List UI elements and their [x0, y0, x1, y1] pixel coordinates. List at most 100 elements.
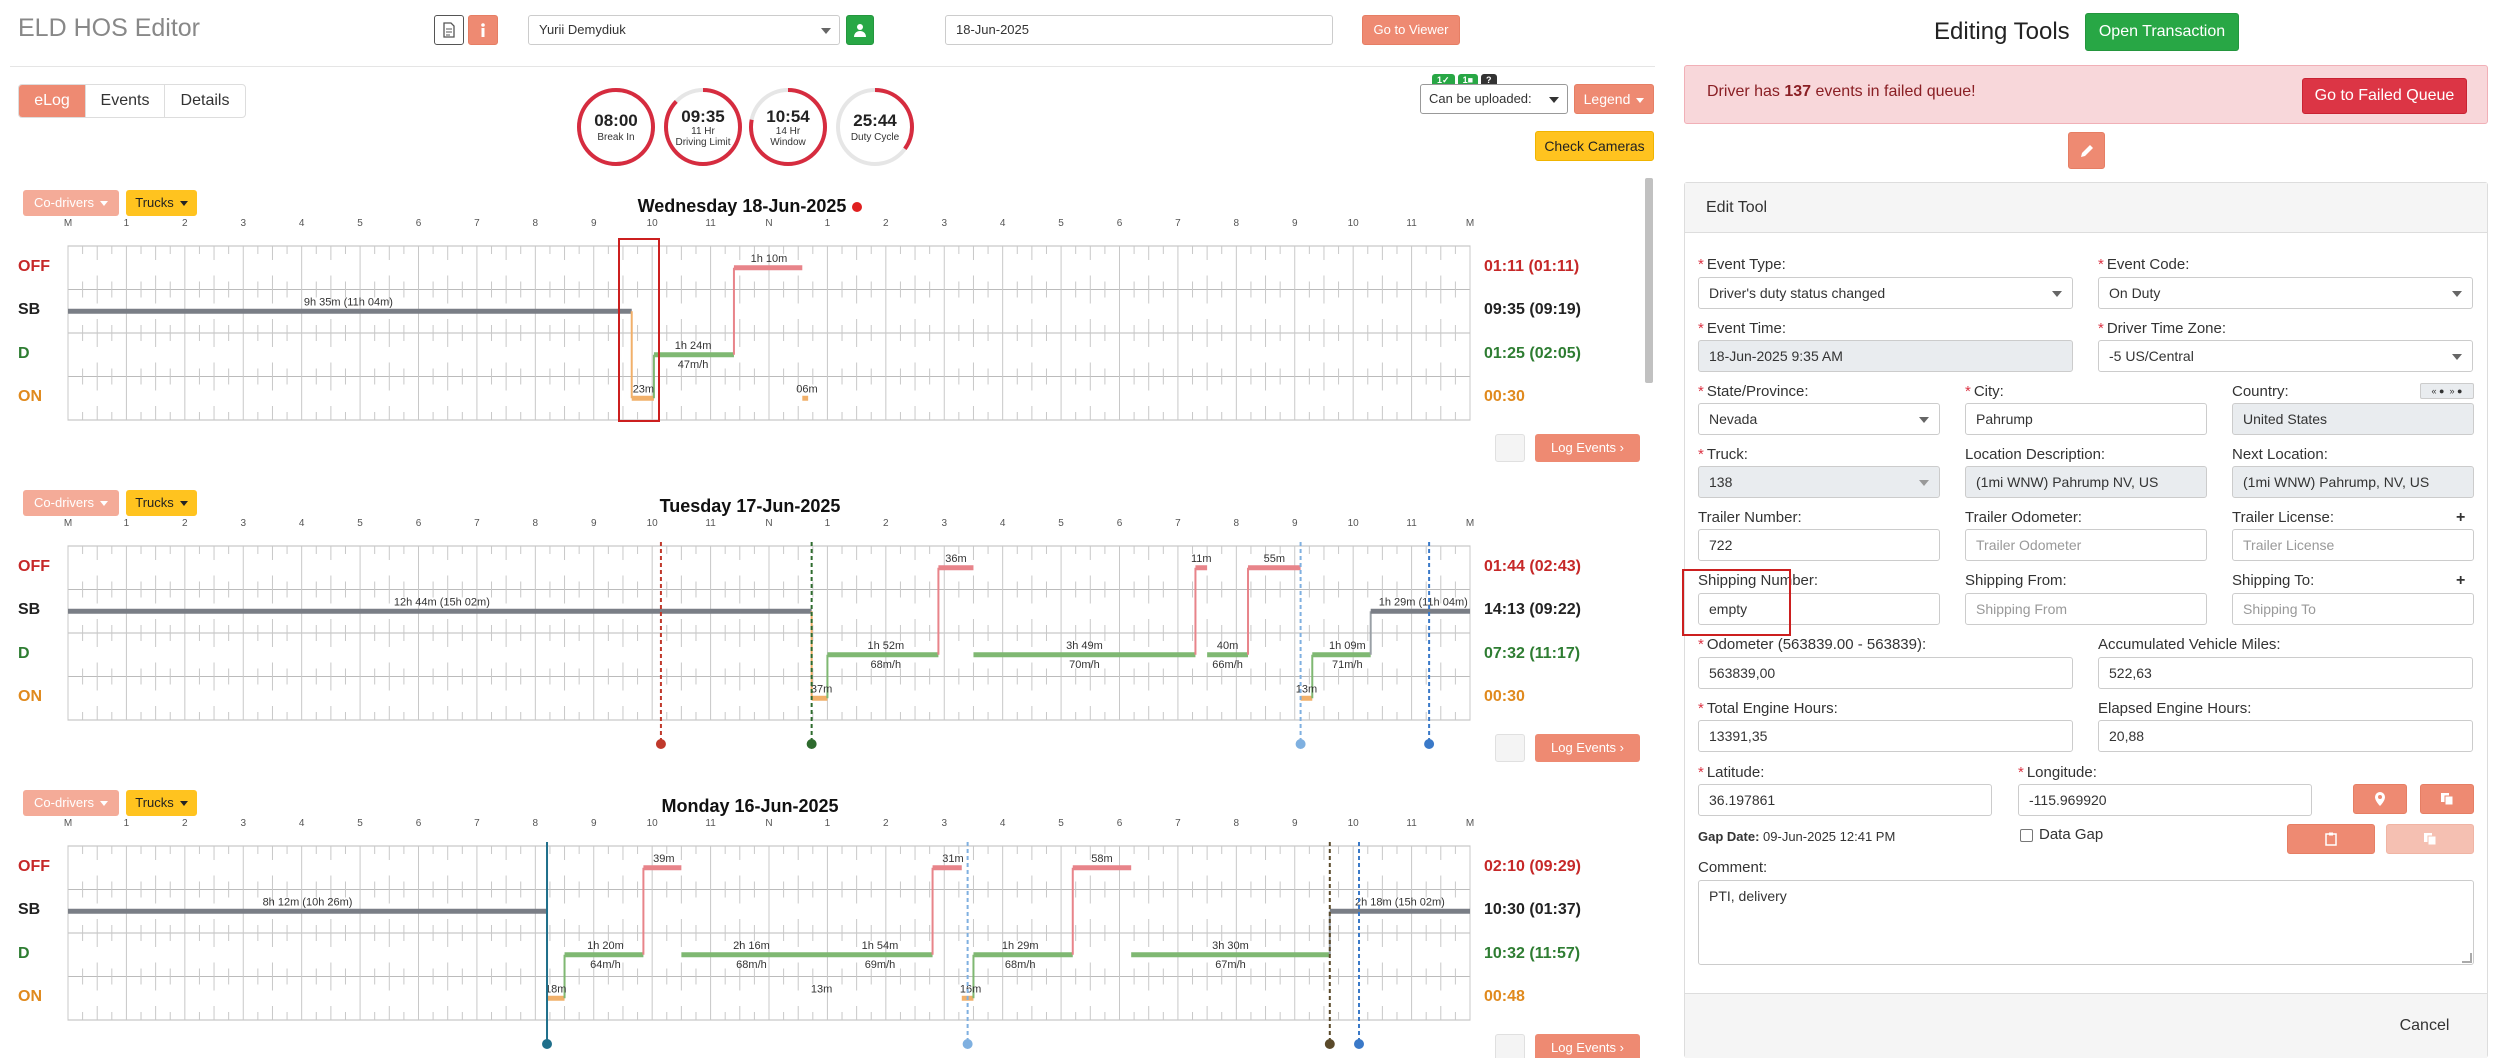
event-marker-pin — [1354, 1039, 1365, 1049]
row-total-d: 10:32 (11:57) — [1484, 944, 1581, 962]
hour-label: 1 — [825, 818, 831, 829]
trucks-button[interactable]: Trucks — [126, 190, 197, 216]
hour-label: 1 — [124, 518, 130, 529]
gauge-3: 25:44 Duty Cycle — [836, 88, 914, 166]
check-cameras-button[interactable]: Check Cameras — [1535, 131, 1654, 161]
trucks-button[interactable]: Trucks — [126, 790, 197, 816]
legend-button[interactable]: Legend — [1574, 84, 1654, 114]
caret-down-icon — [1636, 97, 1645, 103]
add-trailer-icon[interactable]: + — [2456, 509, 2466, 526]
co-drivers-button[interactable]: Co-drivers — [23, 490, 119, 516]
segment-label: 3h 49m — [1066, 640, 1103, 652]
hour-label: 4 — [299, 818, 305, 829]
current-day-dot — [852, 202, 863, 213]
locate-button[interactable] — [2353, 784, 2407, 814]
longitude-input[interactable]: -115.969920 — [2018, 784, 2312, 816]
document-button[interactable] — [434, 15, 464, 45]
hour-label: 2 — [182, 818, 188, 829]
event-type-select[interactable]: Driver's duty status changed — [1698, 277, 2073, 309]
hour-label: N — [765, 218, 772, 229]
message-button[interactable] — [1495, 734, 1525, 762]
go-to-failed-queue-button[interactable]: Go to Failed Queue — [2302, 78, 2467, 114]
map-pin-icon — [2375, 792, 2385, 806]
engine-hours-input[interactable]: 13391,35 — [1698, 720, 2073, 752]
textarea-resize-handle[interactable] — [2462, 953, 2472, 963]
event-marker-pin — [655, 739, 666, 749]
hour-label: 4 — [299, 518, 305, 529]
event-time-input[interactable]: 18-Jun-2025 9:35 AM — [1698, 340, 2073, 372]
country-input[interactable]: United States — [2232, 403, 2474, 435]
timezone-select[interactable]: -5 US/Central — [2098, 340, 2473, 372]
log-graph[interactable]: M 1 2 3 4 5 6 7 8 9 10 11 N 1 2 3 4 5 6 7 8 9 10 11 M 9h 35m (11h… — [0, 218, 1500, 478]
hour-label: 4 — [299, 218, 305, 229]
open-transaction-button[interactable]: Open Transaction — [2085, 13, 2239, 51]
segment-label: 69m/h — [865, 959, 896, 971]
state-select[interactable]: Nevada — [1698, 403, 1940, 435]
location-description-input[interactable]: (1mi WNW) Pahrump NV, US — [1965, 466, 2207, 498]
odometer-input[interactable]: 563839,00 — [1698, 657, 2073, 689]
info-button[interactable] — [468, 15, 498, 45]
shipping-to-input[interactable]: Shipping To — [2232, 593, 2474, 625]
message-button[interactable] — [1495, 1034, 1525, 1058]
gauge-time: 25:44 — [853, 111, 897, 130]
elapsed-hours-input[interactable]: 20,88 — [2098, 720, 2473, 752]
trucks-button[interactable]: Trucks — [126, 490, 197, 516]
go-to-viewer-button[interactable]: Go to Viewer — [1362, 15, 1460, 45]
shipping-number-input[interactable]: empty — [1698, 593, 1940, 625]
log-graph[interactable]: M 1 2 3 4 5 6 7 8 9 10 11 N 1 2 3 4 5 6 7 8 9 10 11 M 12h 44m (15… — [0, 518, 1500, 778]
log-events-button[interactable]: Log Events › — [1535, 1034, 1640, 1058]
message-button[interactable] — [1495, 434, 1525, 462]
accumulated-miles-input[interactable]: 522,63 — [2098, 657, 2473, 689]
location-swap-buttons[interactable]: « ● » ● — [2420, 383, 2474, 399]
hour-label: 5 — [1058, 818, 1064, 829]
edit-mode-button[interactable] — [2068, 132, 2105, 169]
graph-scrollbar[interactable] — [1645, 178, 1653, 383]
co-drivers-button[interactable]: Co-drivers — [23, 790, 119, 816]
log-events-button[interactable]: Log Events › — [1535, 734, 1640, 762]
hour-label: 2 — [182, 218, 188, 229]
hour-label: 6 — [416, 218, 422, 229]
cancel-button[interactable]: Cancel — [2377, 1008, 2472, 1044]
log-events-button[interactable]: Log Events › — [1535, 434, 1640, 462]
trailer-license-input[interactable]: Trailer License — [2232, 529, 2474, 561]
data-gap-checkbox[interactable] — [2020, 829, 2033, 842]
tab-details[interactable]: Details — [164, 85, 245, 117]
add-shipping-icon[interactable]: + — [2456, 572, 2466, 589]
segment-label: 2h 18m (15h 02m) — [1355, 896, 1445, 908]
hour-label: 10 — [647, 218, 659, 229]
co-drivers-button[interactable]: Co-drivers — [23, 190, 119, 216]
paste-location-button[interactable] — [2287, 824, 2375, 854]
next-location-input[interactable]: (1mi WNW) Pahrump, NV, US — [2232, 466, 2474, 498]
segment-label: 13m — [1296, 683, 1317, 695]
trailer-number-input[interactable]: 722 — [1698, 529, 1940, 561]
event-marker-pin — [962, 1039, 973, 1049]
segment-label: 40m — [1217, 640, 1238, 652]
driver-profile-button[interactable] — [846, 15, 874, 45]
paste-disabled-button[interactable] — [2386, 824, 2474, 854]
trailer-odometer-input[interactable]: Trailer Odometer — [1965, 529, 2207, 561]
hour-label: 9 — [591, 818, 597, 829]
copy-coordinates-button[interactable] — [2420, 784, 2474, 814]
caret-down-icon — [99, 501, 108, 507]
city-input[interactable]: Pahrump — [1965, 403, 2207, 435]
upload-status-select[interactable]: Can be uploaded: — [1420, 84, 1568, 114]
next-location-label: Next Location: — [2232, 446, 2328, 463]
shipping-from-input[interactable]: Shipping From — [1965, 593, 2207, 625]
event-code-select[interactable]: On Duty — [2098, 277, 2473, 309]
segment-label: 68m/h — [1005, 959, 1036, 971]
hour-label: 10 — [1348, 518, 1360, 529]
hour-label: M — [1466, 518, 1474, 529]
log-graph[interactable]: M 1 2 3 4 5 6 7 8 9 10 11 N 1 2 3 4 5 6 7 8 9 10 11 M 8h 12m (10h… — [0, 818, 1500, 1058]
chevron-down-icon — [1919, 417, 1929, 423]
state-label: * State/Province: — [1698, 383, 1809, 400]
tab-elog[interactable]: eLog — [19, 85, 85, 117]
driver-select[interactable]: Yurii Demydiuk — [528, 15, 840, 45]
date-input[interactable]: 18-Jun-2025 — [945, 15, 1333, 45]
truck-select[interactable]: 138 — [1698, 466, 1940, 498]
paste-icon — [2325, 832, 2337, 846]
comment-textarea[interactable]: PTI, delivery — [1698, 880, 2474, 965]
hour-label: 9 — [1292, 218, 1298, 229]
latitude-input[interactable]: 36.197861 — [1698, 784, 1992, 816]
tab-events[interactable]: Events — [85, 85, 164, 117]
segment-label: 18m — [545, 983, 566, 995]
